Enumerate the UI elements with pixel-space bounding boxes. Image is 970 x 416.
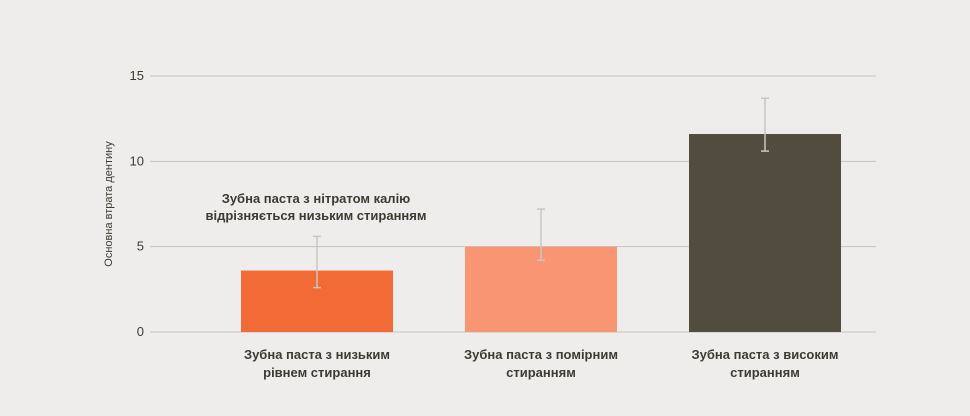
y-tick-label-5: 5 — [137, 239, 144, 254]
x-category-label-2: Зубна паста з помірним стиранням — [464, 347, 618, 380]
x-axis-labels: Зубна паста з низьким рівнем стирання Зубн… — [244, 347, 839, 380]
error-bar-2 — [537, 208, 545, 262]
error-bars — [313, 97, 769, 289]
y-axis-ticks: 0 5 10 15 — [130, 68, 144, 339]
bar-3 — [689, 134, 841, 332]
y-tick-label-10: 10 — [130, 153, 144, 168]
chart-annotation: Зубна паста з нітратом калію відрізняєтьс… — [206, 191, 427, 223]
y-axis-label: Основна втрата дентину — [103, 141, 115, 267]
x-category-label-1: Зубна паста з низьким рівнем стирання — [244, 347, 390, 380]
error-bar-1 — [313, 235, 321, 289]
y-tick-label-15: 15 — [130, 68, 144, 83]
y-tick-label-0: 0 — [137, 324, 144, 339]
x-category-label-3: Зубна паста з високим стиранням — [692, 347, 839, 380]
error-bar-3 — [761, 97, 769, 152]
